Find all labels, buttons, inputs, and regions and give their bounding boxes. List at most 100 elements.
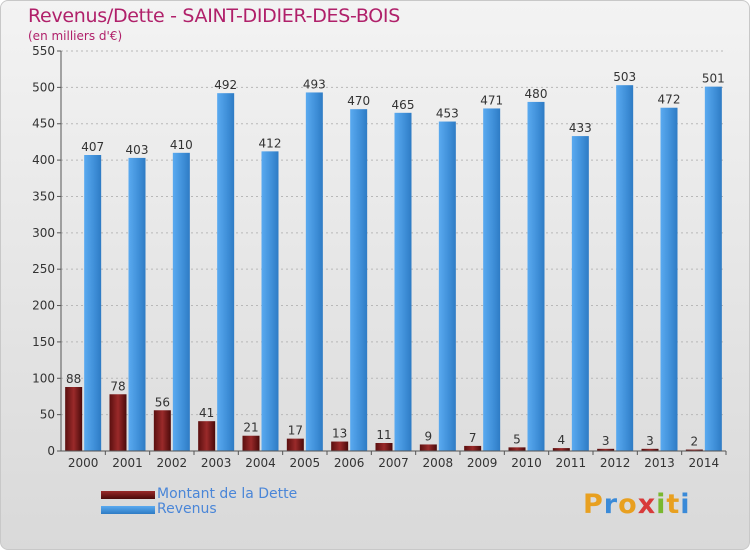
x-tick-label: 2004	[245, 456, 276, 470]
bar-revenus	[172, 152, 190, 451]
data-label-revenus: 470	[347, 94, 370, 108]
bar-dette	[508, 447, 526, 451]
data-label-dette: 56	[155, 395, 170, 409]
bar-dette	[242, 435, 260, 451]
bar-revenus	[438, 121, 456, 451]
y-tick-label: 450	[32, 117, 55, 131]
bar-revenus	[350, 109, 368, 451]
data-label-dette: 78	[110, 379, 125, 393]
data-label-dette: 17	[288, 424, 303, 438]
legend-swatch-revenus	[101, 506, 155, 514]
x-tick-label: 2002	[157, 456, 188, 470]
bar-revenus	[483, 108, 501, 452]
data-label-dette: 5	[513, 432, 521, 446]
data-label-revenus: 472	[658, 93, 681, 107]
x-tick-label: 2006	[334, 456, 365, 470]
legend-swatch-dette	[101, 491, 155, 499]
data-label-revenus: 493	[303, 77, 326, 91]
x-tick-label: 2007	[378, 456, 409, 470]
y-tick-label: 50	[40, 408, 55, 422]
logo-letter: r	[603, 489, 619, 520]
bar-dette	[331, 441, 349, 451]
x-tick-label: 2014	[689, 456, 720, 470]
legend-label-revenus: Revenus	[157, 501, 217, 517]
logo-letter: i	[656, 489, 667, 520]
y-tick-label: 0	[47, 444, 55, 458]
y-tick-label: 400	[32, 153, 55, 167]
logo-letter: x	[637, 489, 657, 520]
data-label-dette: 13	[332, 427, 347, 441]
data-label-revenus: 480	[525, 87, 548, 101]
data-label-dette: 3	[602, 434, 610, 448]
data-label-dette: 7	[469, 431, 477, 445]
bar-revenus	[84, 155, 102, 451]
data-label-revenus: 465	[392, 98, 415, 112]
data-label-dette: 3	[646, 434, 654, 448]
y-tick-label: 350	[32, 189, 55, 203]
y-tick-label: 550	[32, 44, 55, 58]
bar-dette	[597, 448, 615, 451]
data-label-revenus: 403	[126, 143, 149, 157]
x-tick-label: 2008	[423, 456, 454, 470]
bar-dette	[65, 387, 83, 451]
x-tick-label: 2005	[290, 456, 321, 470]
bar-dette	[153, 410, 171, 451]
bar-revenus	[217, 93, 235, 451]
bar-revenus	[660, 107, 678, 452]
data-label-dette: 9	[425, 429, 433, 443]
bar-revenus	[527, 101, 545, 451]
data-label-dette: 88	[66, 372, 81, 386]
y-tick-label: 100	[32, 371, 55, 385]
y-tick-label: 300	[32, 226, 55, 240]
data-label-dette: 4	[558, 433, 566, 447]
bar-revenus	[704, 86, 722, 452]
chart-title: Revenus/Dette - SAINT-DIDIER-DES-BOIS	[28, 5, 400, 27]
y-tick-label: 150	[32, 335, 55, 349]
bar-dette	[464, 445, 482, 451]
x-tick-label: 2003	[201, 456, 232, 470]
logo-letter: t	[666, 489, 681, 520]
logo-letter: i	[680, 489, 691, 520]
data-label-revenus: 471	[480, 93, 503, 107]
y-tick-label: 500	[32, 80, 55, 94]
bar-dette	[109, 394, 127, 451]
data-label-dette: 2	[691, 435, 699, 449]
bar-revenus	[571, 136, 589, 451]
data-label-revenus: 501	[702, 72, 725, 86]
bar-revenus	[616, 85, 634, 451]
data-label-revenus: 412	[259, 136, 282, 150]
y-tick-label: 250	[32, 262, 55, 276]
bar-revenus	[128, 157, 146, 451]
bar-dette	[552, 448, 570, 451]
bar-dette	[375, 443, 393, 451]
data-label-revenus: 433	[569, 121, 592, 135]
y-tick-label: 200	[32, 299, 55, 313]
bar-dette	[641, 448, 659, 451]
data-label-revenus: 407	[81, 140, 104, 154]
x-tick-label: 2011	[556, 456, 587, 470]
proxiti-logo: Proxiti	[583, 489, 691, 520]
x-tick-label: 2001	[112, 456, 143, 470]
bar-revenus	[305, 92, 323, 452]
bar-dette	[286, 438, 304, 451]
logo-letter: P	[583, 489, 604, 520]
data-label-dette: 21	[243, 421, 258, 435]
bar-dette	[419, 444, 437, 451]
x-tick-label: 2000	[68, 456, 99, 470]
data-label-revenus: 410	[170, 138, 193, 152]
bar-dette	[685, 449, 703, 451]
data-label-revenus: 492	[214, 78, 237, 92]
x-tick-label: 2010	[511, 456, 542, 470]
bar-revenus	[394, 112, 412, 452]
data-label-revenus: 503	[613, 70, 636, 84]
bar-revenus	[261, 151, 279, 451]
x-tick-label: 2012	[600, 456, 631, 470]
x-tick-label: 2013	[644, 456, 675, 470]
logo-letter: o	[618, 489, 638, 520]
data-label-revenus: 453	[436, 107, 459, 121]
data-label-dette: 11	[376, 428, 391, 442]
x-tick-label: 2009	[467, 456, 498, 470]
bar-dette	[198, 421, 216, 451]
